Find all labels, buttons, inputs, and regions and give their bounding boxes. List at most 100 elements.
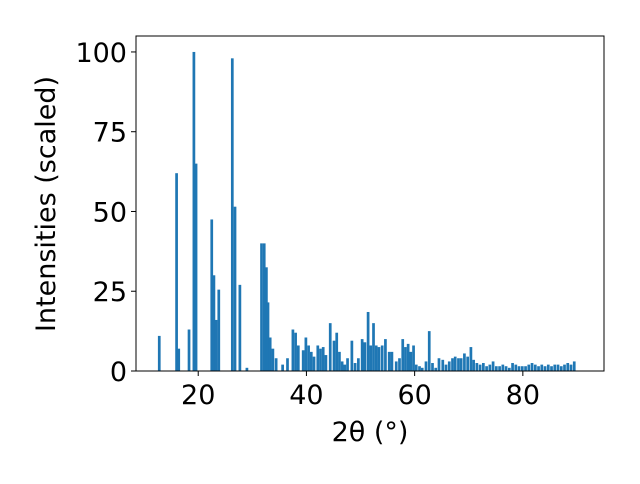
bar xyxy=(210,219,214,371)
bar xyxy=(511,363,514,371)
bar xyxy=(566,363,570,371)
bar xyxy=(328,323,332,371)
bar xyxy=(482,363,485,371)
bar xyxy=(175,173,178,371)
bar xyxy=(301,350,305,371)
bar xyxy=(434,367,438,371)
bar xyxy=(424,361,428,371)
bar xyxy=(569,364,573,371)
bar xyxy=(472,359,475,371)
bar xyxy=(335,332,339,371)
plot-frame xyxy=(135,35,605,372)
bar xyxy=(546,364,550,371)
bar xyxy=(412,345,415,371)
bar xyxy=(466,356,470,371)
y-tick-label: 75 xyxy=(93,118,127,149)
bar xyxy=(286,358,289,371)
bar xyxy=(478,364,482,371)
x-tick-label: 60 xyxy=(397,380,431,411)
bar xyxy=(268,337,272,371)
bar xyxy=(374,345,378,371)
bar xyxy=(427,331,431,371)
bar xyxy=(530,363,534,371)
bar xyxy=(524,366,527,371)
bar xyxy=(390,351,394,371)
bar xyxy=(394,361,398,371)
x-axis-label: 2θ (°) xyxy=(332,417,409,448)
bar xyxy=(187,329,191,371)
bar xyxy=(338,351,341,371)
bar xyxy=(265,267,268,371)
bar xyxy=(504,366,508,371)
bar xyxy=(543,366,547,371)
bar xyxy=(414,364,418,371)
bar xyxy=(431,363,434,371)
y-axis-label: Intensities (scaled) xyxy=(31,76,62,332)
bar xyxy=(324,355,328,371)
bar xyxy=(346,358,349,371)
bar xyxy=(514,364,518,371)
y-tick-label: 0 xyxy=(110,357,127,388)
y-tick-label: 100 xyxy=(75,38,127,69)
bar xyxy=(420,367,424,371)
bar xyxy=(177,348,181,371)
bar xyxy=(469,347,473,371)
bar xyxy=(194,163,198,371)
bar xyxy=(404,347,407,371)
bar xyxy=(312,356,316,371)
bar xyxy=(363,342,367,371)
x-tick-label: 80 xyxy=(506,380,540,411)
bar xyxy=(332,340,336,371)
bar xyxy=(238,284,242,371)
bar xyxy=(340,361,344,371)
bar xyxy=(398,358,401,371)
bar xyxy=(485,366,488,371)
bar xyxy=(271,348,275,371)
axes-layer: 20 40 60 80 0 25 50 75 100 xyxy=(75,35,605,411)
bar xyxy=(437,358,441,371)
bar xyxy=(214,319,218,371)
bar xyxy=(401,339,405,371)
bar xyxy=(260,243,263,371)
bar xyxy=(447,361,451,371)
bar xyxy=(262,243,266,371)
bar xyxy=(157,335,161,371)
bar xyxy=(343,364,347,371)
bar xyxy=(537,366,540,371)
bar xyxy=(494,366,498,371)
bar xyxy=(274,358,278,371)
bar xyxy=(350,340,354,371)
bar xyxy=(266,302,270,371)
bar xyxy=(501,364,505,371)
bar xyxy=(451,358,454,371)
bar xyxy=(357,358,360,371)
bar xyxy=(520,366,524,371)
bar xyxy=(491,361,495,371)
bar xyxy=(369,345,373,371)
bar xyxy=(406,343,410,371)
bar xyxy=(498,366,501,371)
bar xyxy=(372,323,375,371)
bar xyxy=(517,366,521,371)
bar xyxy=(319,348,322,371)
bar xyxy=(309,351,313,371)
bar xyxy=(304,337,308,371)
y-tick-label: 50 xyxy=(93,197,127,228)
bar xyxy=(559,366,563,371)
bar xyxy=(463,353,466,371)
bar xyxy=(192,51,196,371)
y-tick-label: 25 xyxy=(93,277,127,308)
bars-layer xyxy=(157,51,576,371)
bar xyxy=(387,351,391,371)
bar xyxy=(212,275,216,371)
bar xyxy=(360,339,364,371)
bar xyxy=(380,345,384,371)
bar xyxy=(296,345,300,371)
bar xyxy=(441,359,445,371)
bar xyxy=(409,351,413,371)
bar xyxy=(459,358,463,371)
bar xyxy=(233,206,237,371)
bar xyxy=(572,361,576,371)
